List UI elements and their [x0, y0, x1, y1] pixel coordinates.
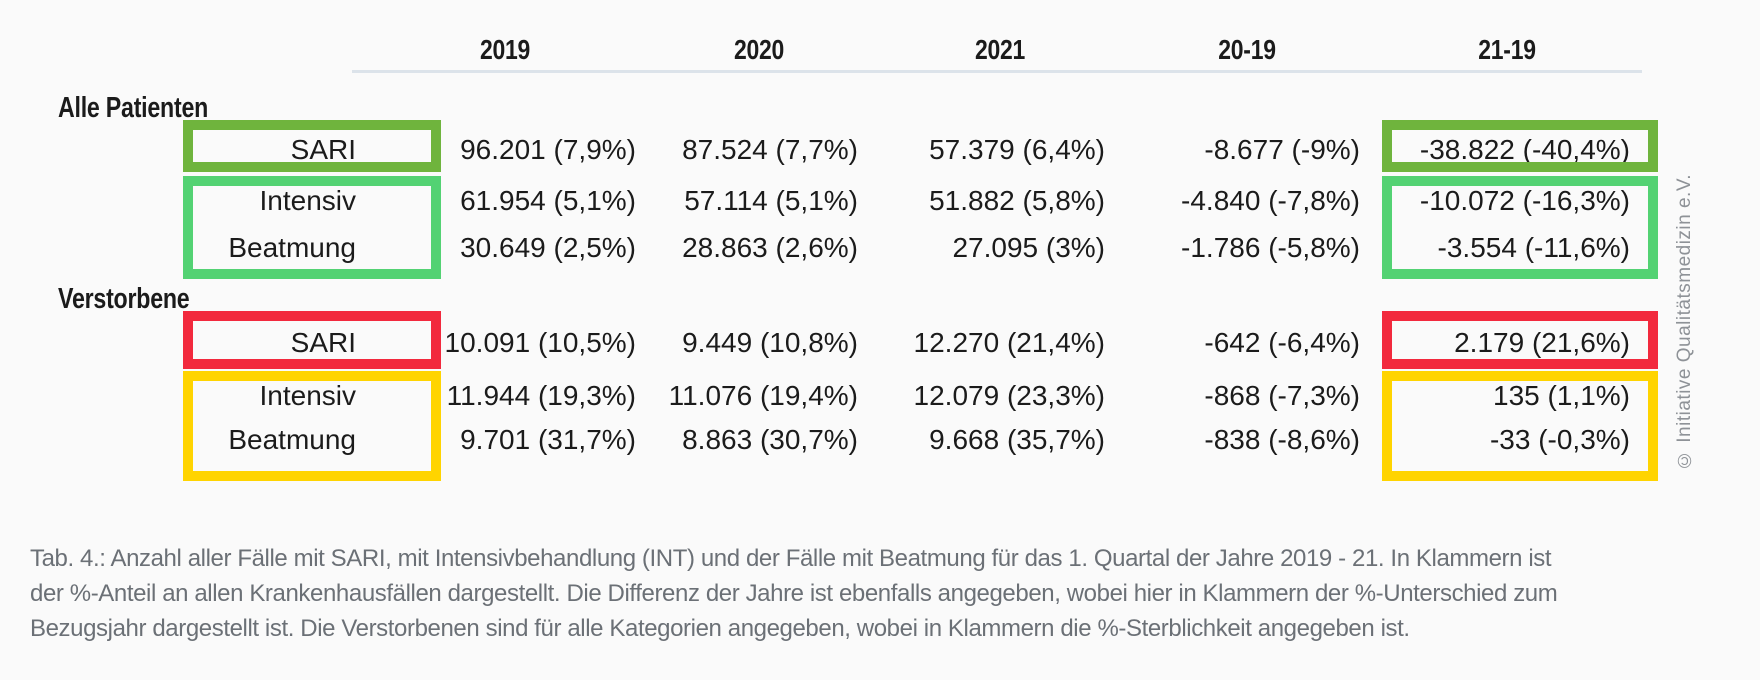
row-label-alle-beatmung: Beatmung	[228, 232, 356, 263]
caption-line-1: Tab. 4.: Anzahl aller Fälle mit SARI, mi…	[30, 545, 1552, 572]
table-caption: Tab. 4.: Anzahl aller Fälle mit SARI, mi…	[30, 541, 1558, 646]
cell-alle-beatmung-2019: 30.649 (2,5%)	[460, 232, 636, 263]
cell-verstorbene-beatmung-2021: 9.668 (35,7%)	[929, 424, 1105, 455]
cell-alle-beatmung-2020: 28.863 (2,6%)	[682, 232, 858, 263]
cell-alle-sari-21-19: -38.822 (-40,4%)	[1419, 134, 1630, 165]
column-header-2020: 2020	[733, 34, 785, 65]
cell-verstorbene-intensiv-2020: 11.076 (19,4%)	[668, 380, 858, 411]
row-label-verstorbene-beatmung: Beatmung	[228, 424, 356, 455]
cell-alle-intensiv-20-19: -4.840 (-7,8%)	[1181, 185, 1360, 216]
cell-alle-intensiv-2021: 51.882 (5,8%)	[929, 185, 1105, 216]
column-header-21-19: 21-19	[1478, 34, 1536, 65]
cell-verstorbene-intensiv-20-19: -868 (-7,3%)	[1204, 380, 1360, 411]
caption-line-3: Bezugsjahr dargestellt ist. Die Verstorb…	[30, 615, 1410, 642]
column-header-2021: 2021	[974, 34, 1026, 65]
column-header-20-19: 20-19	[1218, 34, 1276, 65]
cell-alle-sari-20-19: -8.677 (-9%)	[1204, 134, 1360, 165]
highlight-box-alle-sari-label	[183, 120, 441, 172]
cell-verstorbene-intensiv-2021: 12.079 (23,3%)	[913, 380, 1105, 411]
highlight-box-verstorbene-sari-value	[1382, 311, 1658, 369]
highlight-box-alle-intensiv-beatmung-label	[183, 176, 441, 279]
header-underline	[352, 70, 1642, 73]
cell-verstorbene-beatmung-2019: 9.701 (31,7%)	[460, 424, 636, 455]
cell-verstorbene-beatmung-20-19: -838 (-8,6%)	[1204, 424, 1360, 455]
cell-alle-intensiv-2019: 61.954 (5,1%)	[460, 185, 636, 216]
section-label-alle-patienten: Alle Patienten	[58, 92, 209, 124]
cell-alle-sari-2021: 57.379 (6,4%)	[929, 134, 1105, 165]
cell-verstorbene-sari-20-19: -642 (-6,4%)	[1204, 327, 1360, 358]
cell-alle-beatmung-20-19: -1.786 (-5,8%)	[1181, 232, 1360, 263]
row-label-alle-intensiv: Intensiv	[259, 185, 357, 216]
section-label-verstorbene: Verstorbene	[58, 283, 190, 315]
highlight-box-alle-sari-value	[1382, 120, 1658, 172]
highlight-box-verstorbene-intensiv-beatmung-value	[1382, 371, 1658, 481]
cell-verstorbene-sari-21-19: 2.179 (21,6%)	[1454, 327, 1630, 358]
cell-verstorbene-intensiv-21-19: 135 (1,1%)	[1493, 380, 1630, 411]
cell-alle-intensiv-21-19: -10.072 (-16,3%)	[1419, 185, 1630, 216]
row-label-verstorbene-sari: SARI	[290, 327, 356, 358]
cell-verstorbene-beatmung-2020: 8.863 (30,7%)	[682, 424, 858, 455]
cell-verstorbene-intensiv-2019: 11.944 (19,3%)	[446, 380, 636, 411]
row-label-verstorbene-intensiv: Intensiv	[259, 380, 357, 411]
cell-alle-intensiv-2020: 57.114 (5,1%)	[684, 185, 858, 216]
copyright-watermark: © Initiative Qualitätsmedizin e.V.	[1674, 173, 1695, 470]
cell-alle-beatmung-21-19: -3.554 (-11,6%)	[1437, 232, 1630, 263]
cell-alle-beatmung-2021: 27.095 (3%)	[952, 232, 1105, 263]
cell-verstorbene-sari-2019: 10.091 (10,5%)	[444, 327, 636, 358]
caption-line-2: der %-Anteil an allen Krankenhausfällen …	[30, 580, 1558, 607]
cell-verstorbene-beatmung-21-19: -33 (-0,3%)	[1489, 424, 1630, 455]
highlight-box-verstorbene-intensiv-beatmung-label	[183, 371, 441, 481]
cell-verstorbene-sari-2020: 9.449 (10,8%)	[682, 327, 858, 358]
column-header-2019: 2019	[479, 34, 531, 65]
highlight-box-alle-intensiv-beatmung-value	[1382, 176, 1658, 279]
row-label-alle-sari: SARI	[290, 134, 356, 165]
highlight-box-verstorbene-sari-label	[183, 311, 441, 369]
cell-alle-sari-2020: 87.524 (7,7%)	[682, 134, 858, 165]
cell-verstorbene-sari-2021: 12.270 (21,4%)	[913, 327, 1105, 358]
cell-alle-sari-2019: 96.201 (7,9%)	[460, 134, 636, 165]
